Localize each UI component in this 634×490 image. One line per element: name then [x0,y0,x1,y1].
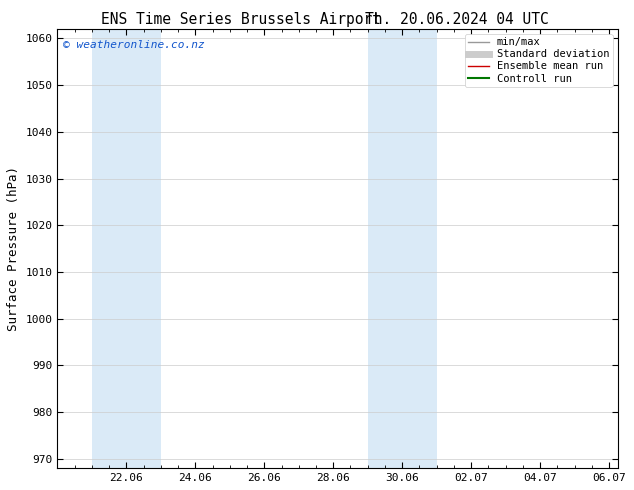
Legend: min/max, Standard deviation, Ensemble mean run, Controll run: min/max, Standard deviation, Ensemble me… [465,34,612,87]
Bar [92,29,161,468]
Text: ENS Time Series Brussels Airport: ENS Time Series Brussels Airport [101,12,381,27]
Text: © weatheronline.co.nz: © weatheronline.co.nz [63,40,205,50]
Y-axis label: Surface Pressure (hPa): Surface Pressure (hPa) [7,166,20,331]
Text: Th. 20.06.2024 04 UTC: Th. 20.06.2024 04 UTC [365,12,548,27]
Bar [368,29,437,468]
